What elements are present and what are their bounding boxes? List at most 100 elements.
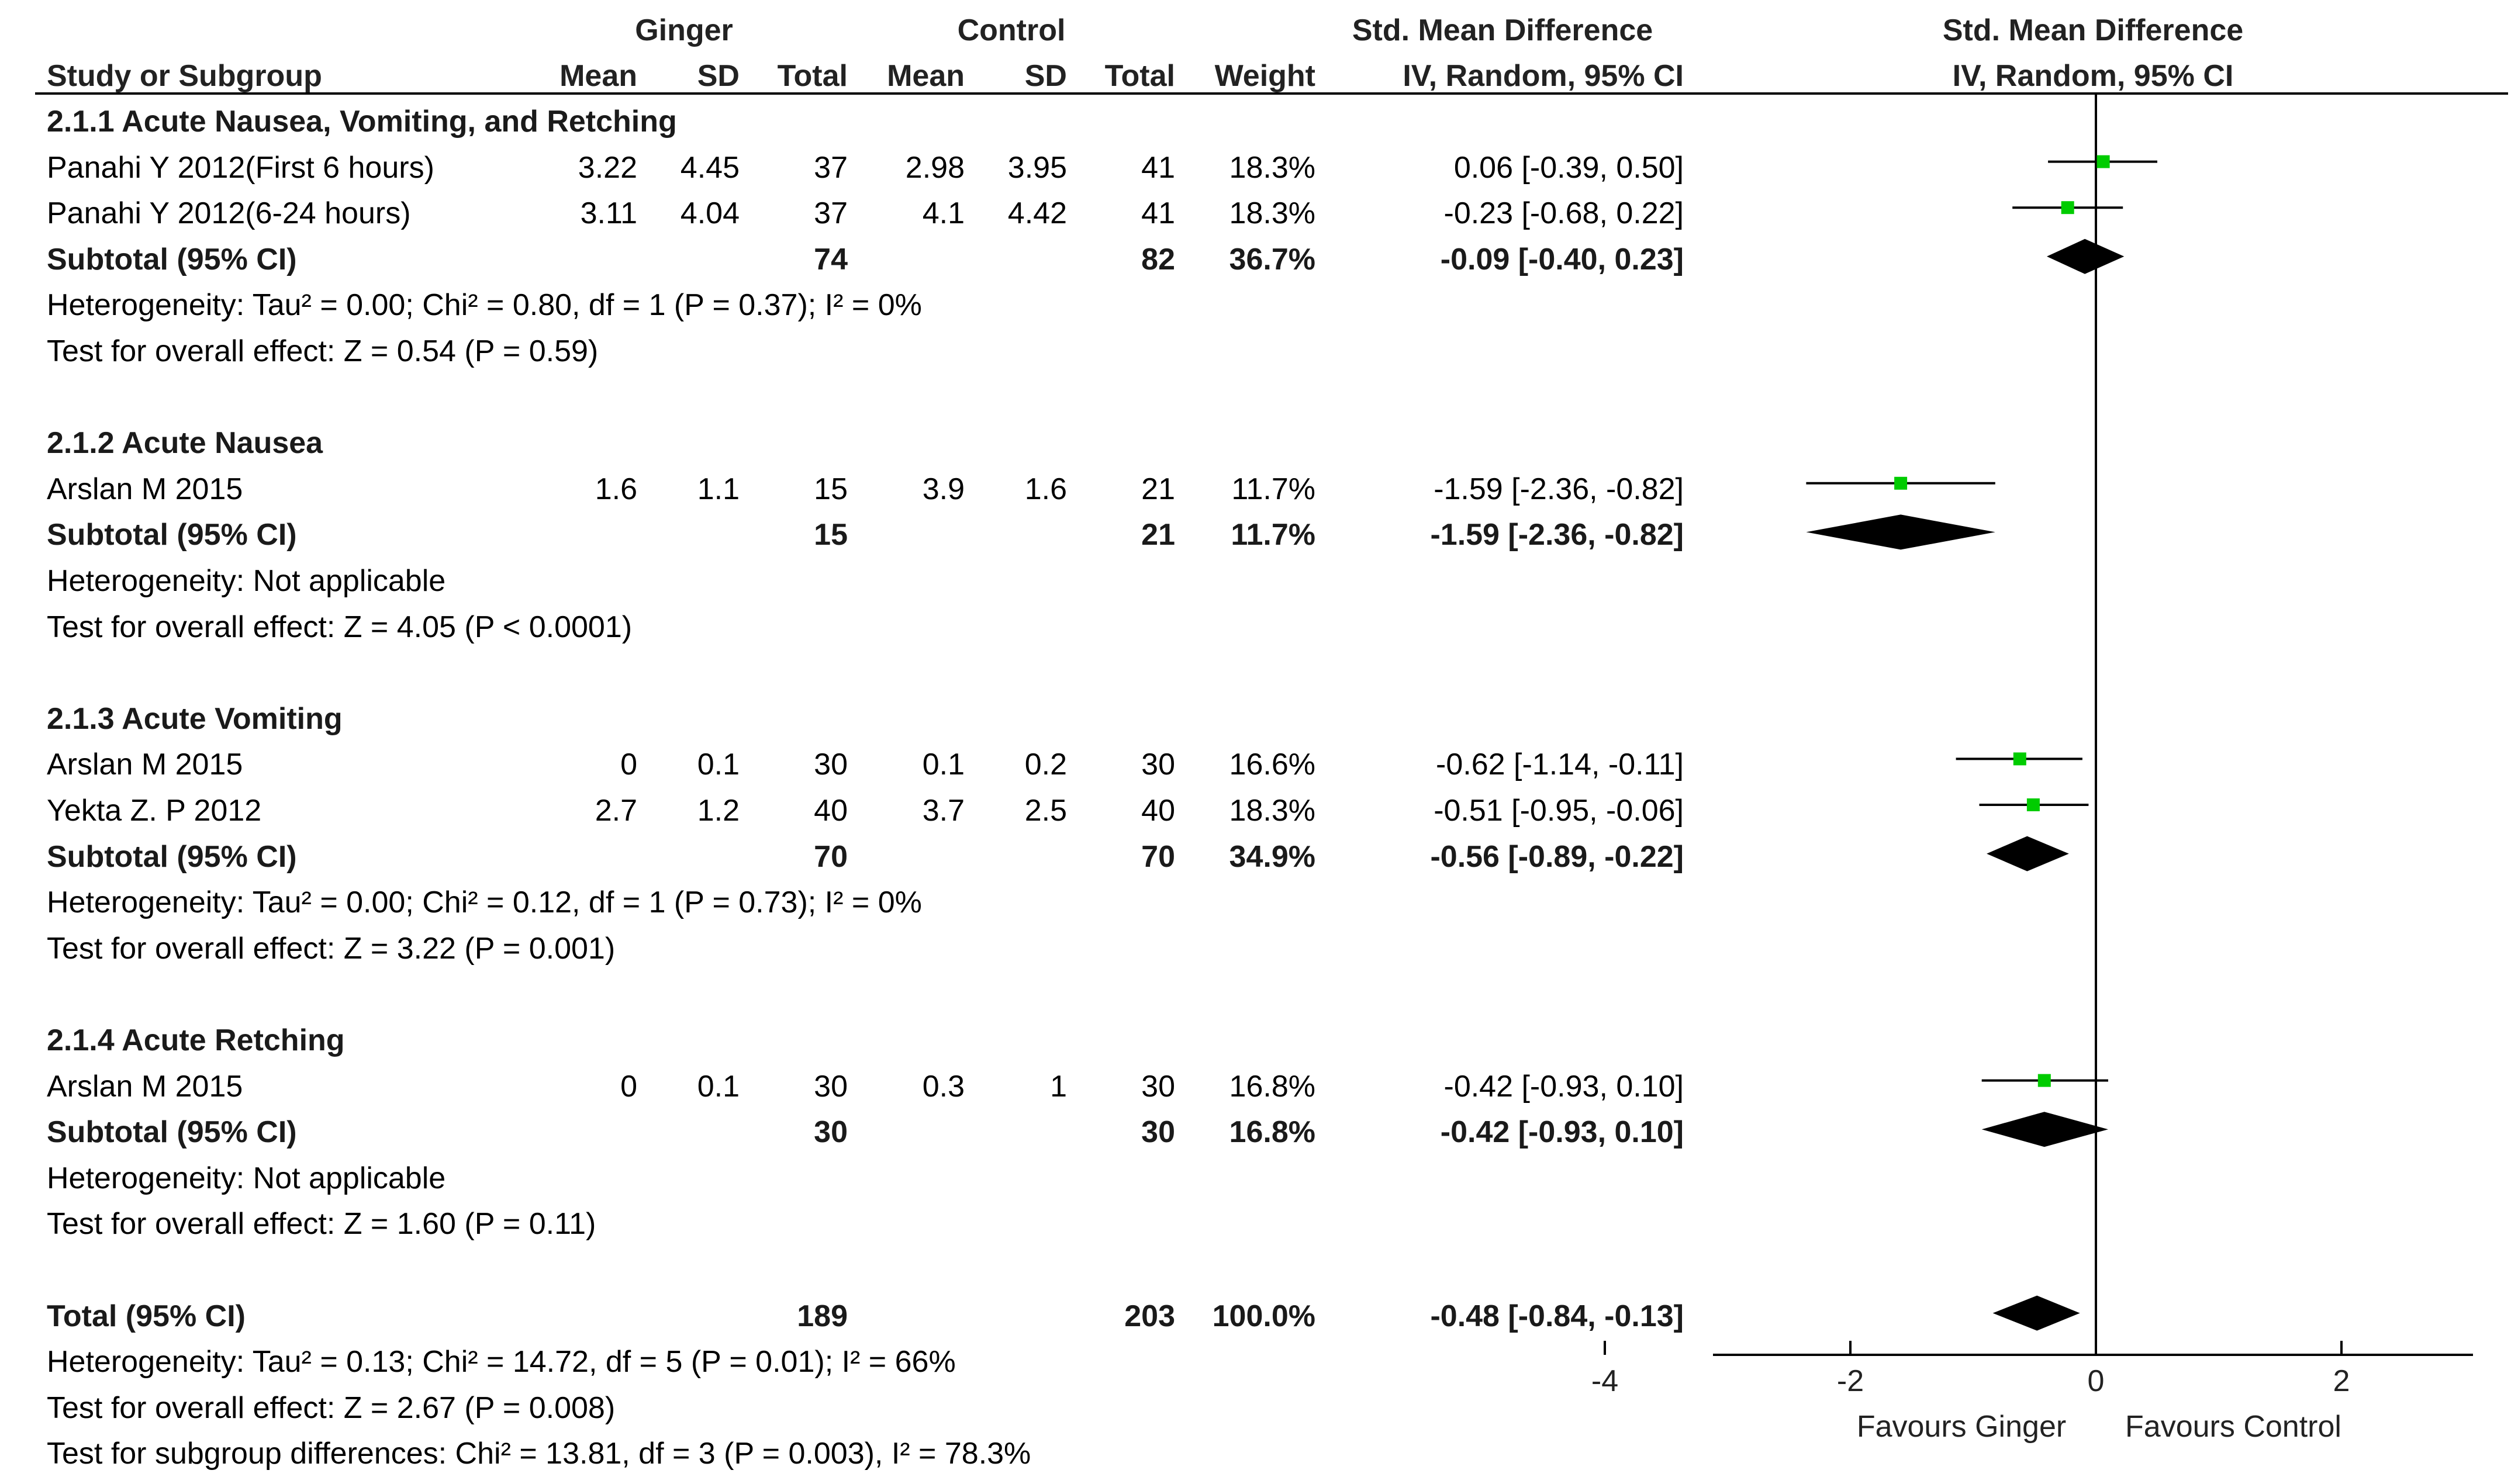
cell-n2: 21: [1141, 518, 1175, 552]
cell-sd2: 1: [1050, 1069, 1067, 1104]
favours-control-label: Favours Control: [2125, 1410, 2341, 1444]
cell-sd2: 3.95: [1007, 150, 1067, 185]
cell-weight: 36.7%: [1229, 242, 1315, 276]
cell-ci: -0.62 [-1.14, -0.11]: [1436, 748, 1684, 782]
cell-sd2: 2.5: [1024, 794, 1067, 828]
study-point-marker: [1894, 476, 1908, 490]
smd-plot-subtitle: IV, Random, 95% CI: [1952, 59, 2234, 93]
overall-effect-text: Test for overall effect: Z = 4.05 (P < 0…: [47, 610, 633, 644]
cell-ci: -0.23 [-0.68, 0.22]: [1443, 196, 1684, 231]
overall-effect-text: Test for overall effect: Z = 3.22 (P = 0…: [47, 931, 616, 966]
cell-n2: 30: [1141, 1069, 1175, 1104]
cell-n1: 70: [814, 839, 848, 874]
cell-n2: 203: [1124, 1299, 1175, 1333]
subtotal-label: Subtotal (95% CI): [47, 1115, 297, 1150]
cell-m2: 2.98: [905, 150, 965, 185]
cell-ci: -0.51 [-0.95, -0.06]: [1434, 794, 1684, 828]
subgroup-title: 2.1.1 Acute Nausea, Vomiting, and Retchi…: [47, 105, 677, 139]
cell-weight: 16.8%: [1229, 1069, 1315, 1104]
favours-ginger-label: Favours Ginger: [1857, 1410, 2066, 1444]
cell-ci: -0.48 [-0.84, -0.13]: [1430, 1299, 1684, 1333]
subtotal-label: Subtotal (95% CI): [47, 518, 297, 552]
subtotal-label: Subtotal (95% CI): [47, 242, 297, 276]
cell-n1: 15: [814, 518, 848, 552]
cell-ci: -1.59 [-2.36, -0.82]: [1434, 472, 1684, 506]
cell-sd1: 1.1: [697, 472, 740, 506]
cell-n2: 41: [1141, 196, 1175, 231]
ginger-group-header: Ginger: [635, 13, 733, 47]
col-header-control-sd: SD: [1024, 59, 1067, 93]
cell-weight: 16.8%: [1229, 1115, 1315, 1150]
study-point-marker: [2096, 155, 2110, 168]
cell-n1: 37: [814, 196, 848, 231]
x-tick-label: -4: [1591, 1364, 1618, 1398]
cell-ci: -0.42 [-0.93, 0.10]: [1440, 1115, 1684, 1150]
cell-weight: 18.3%: [1229, 794, 1315, 828]
cell-sd2: 4.42: [1007, 196, 1067, 231]
cell-ci: -0.09 [-0.40, 0.23]: [1440, 242, 1684, 276]
cell-m2: 4.1: [922, 196, 965, 231]
study-name: Panahi Y 2012(First 6 hours): [47, 150, 434, 185]
cell-weight: 16.6%: [1229, 748, 1315, 782]
cell-n2: 30: [1141, 748, 1175, 782]
cell-ci: 0.06 [-0.39, 0.50]: [1453, 150, 1684, 185]
total-overall-effect-text: Test for overall effect: Z = 2.67 (P = 0…: [47, 1390, 616, 1425]
col-header-ginger-sd: SD: [697, 59, 740, 93]
cell-weight: 100.0%: [1212, 1299, 1315, 1333]
subgroup-title: 2.1.4 Acute Retching: [47, 1023, 345, 1057]
cell-sd1: 4.45: [680, 150, 740, 185]
cell-n1: 37: [814, 150, 848, 185]
cell-sd1: 0.1: [697, 748, 740, 782]
cell-m1: 2.7: [595, 794, 637, 828]
x-tick-label: -2: [1837, 1364, 1864, 1398]
study-name: Arslan M 2015: [47, 748, 243, 782]
col-header-weight: Weight: [1214, 59, 1315, 93]
control-group-header: Control: [957, 13, 1066, 47]
cell-n1: 74: [814, 242, 848, 276]
smd-plot-title: Std. Mean Difference: [1942, 13, 2244, 47]
study-point-marker: [2061, 201, 2074, 215]
cell-n1: 15: [814, 472, 848, 506]
total-heterogeneity-text: Heterogeneity: Tau² = 0.13; Chi² = 14.72…: [47, 1345, 956, 1379]
cell-m1: 3.11: [580, 196, 637, 231]
overall-effect-text: Test for overall effect: Z = 0.54 (P = 0…: [47, 334, 599, 368]
heterogeneity-text: Heterogeneity: Not applicable: [47, 1161, 446, 1195]
cell-sd2: 0.2: [1024, 748, 1067, 782]
cell-sd1: 1.2: [697, 794, 740, 828]
study-point-marker: [2037, 1074, 2051, 1087]
subgroup-title: 2.1.3 Acute Vomiting: [47, 701, 343, 736]
x-tick-label: 0: [2088, 1364, 2105, 1398]
cell-n2: 40: [1141, 794, 1175, 828]
cell-m1: 1.6: [595, 472, 637, 506]
overall-effect-text: Test for overall effect: Z = 1.60 (P = 0…: [47, 1207, 596, 1241]
cell-sd1: 4.04: [680, 196, 740, 231]
total-diamond: [1992, 1295, 2080, 1331]
cell-m1: 0: [620, 1069, 637, 1104]
study-name: Arslan M 2015: [47, 472, 243, 506]
subtotal-diamond: [2047, 238, 2125, 274]
subgroup-title: 2.1.2 Acute Nausea: [47, 426, 323, 461]
cell-ci: -0.42 [-0.93, 0.10]: [1443, 1069, 1684, 1104]
study-name: Yekta Z. P 2012: [47, 794, 262, 828]
col-header-control-total: Total: [1104, 59, 1175, 93]
study-point-marker: [2026, 798, 2040, 811]
subtotal-diamond: [1806, 514, 1995, 550]
heterogeneity-text: Heterogeneity: Tau² = 0.00; Chi² = 0.12,…: [47, 885, 922, 920]
cell-m2: 3.7: [922, 794, 965, 828]
cell-n1: 40: [814, 794, 848, 828]
col-header-control-mean: Mean: [887, 59, 965, 93]
cell-n2: 21: [1141, 472, 1175, 506]
total-label: Total (95% CI): [47, 1299, 246, 1333]
cell-n1: 30: [814, 748, 848, 782]
subgroup-differences-text: Test for subgroup differences: Chi² = 13…: [47, 1437, 1031, 1471]
study-point-marker: [2013, 752, 2026, 766]
cell-n2: 82: [1141, 242, 1175, 276]
smd-table-subtitle: IV, Random, 95% CI: [1403, 59, 1684, 93]
cell-sd2: 1.6: [1024, 472, 1067, 506]
smd-table-title: Std. Mean Difference: [1352, 13, 1653, 47]
cell-n1: 189: [797, 1299, 848, 1333]
x-tick-label: 2: [2333, 1364, 2350, 1398]
cell-sd1: 0.1: [697, 1069, 740, 1104]
